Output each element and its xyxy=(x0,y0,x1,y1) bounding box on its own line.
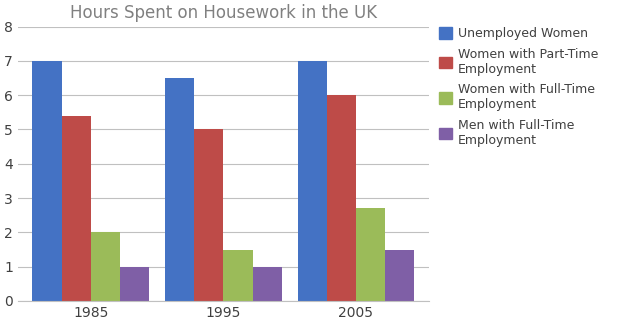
Bar xyxy=(253,267,282,301)
Bar xyxy=(327,95,356,301)
Bar xyxy=(223,249,253,301)
Bar xyxy=(194,129,223,301)
Bar xyxy=(120,267,149,301)
Bar xyxy=(91,232,120,301)
Bar xyxy=(33,61,61,301)
Title: Hours Spent on Housework in the UK: Hours Spent on Housework in the UK xyxy=(70,4,377,22)
Bar xyxy=(165,78,194,301)
Bar xyxy=(61,116,91,301)
Bar xyxy=(298,61,327,301)
Legend: Unemployed Women, Women with Part-Time
Employment, Women with Full-Time
Employme: Unemployed Women, Women with Part-Time E… xyxy=(439,27,598,147)
Bar xyxy=(385,249,414,301)
Bar xyxy=(356,208,385,301)
